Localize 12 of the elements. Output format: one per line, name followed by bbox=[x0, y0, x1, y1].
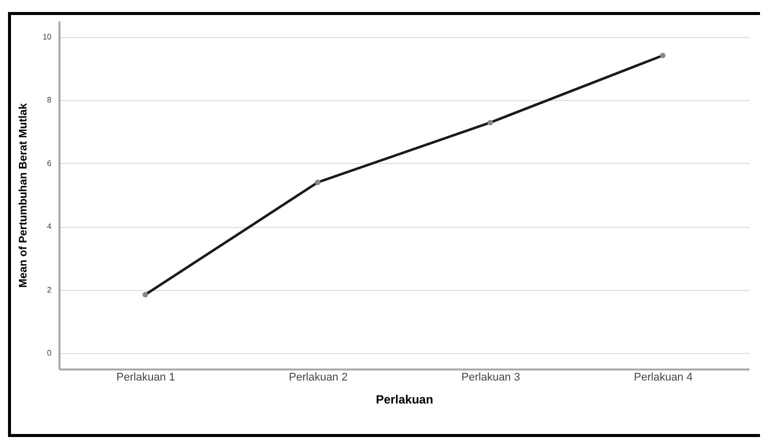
y-tick-label: 8 bbox=[47, 96, 52, 105]
y-tick-label: 2 bbox=[47, 285, 52, 294]
x-axis-title: Perlakuan bbox=[376, 392, 434, 406]
x-tick-label: Perlakuan 2 bbox=[288, 372, 348, 384]
y-tick-label: 6 bbox=[47, 158, 52, 168]
x-tick-label: Perlakuan 4 bbox=[634, 372, 693, 384]
y-tick-label: 4 bbox=[47, 222, 52, 232]
y-tick-label: 0 bbox=[47, 348, 52, 358]
x-tick-label: Perlakuan 3 bbox=[461, 372, 520, 384]
x-tick-label: Perlakuan 1 bbox=[116, 372, 176, 384]
y-axis-title: Mean of Pertumbuhan Berat Mutlak bbox=[18, 102, 30, 288]
y-tick-label: 10 bbox=[42, 32, 52, 42]
